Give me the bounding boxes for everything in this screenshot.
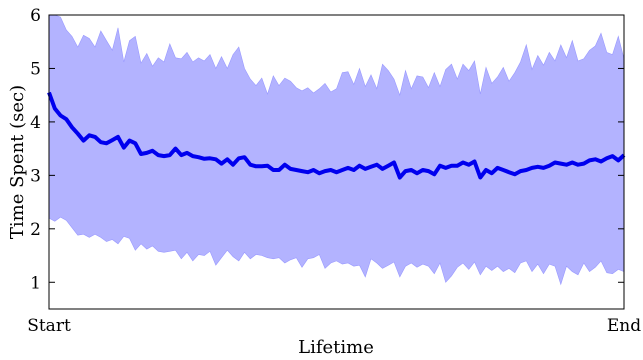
y-tick-label: 5 — [30, 59, 41, 79]
y-tick-labels: 1 2 3 4 5 6 — [30, 6, 41, 293]
mean-line — [47, 91, 626, 180]
y-tick-label: 6 — [30, 6, 41, 26]
x-axis-label: Lifetime — [298, 337, 374, 358]
y-tick-label: 4 — [30, 113, 41, 133]
y-tick-label: 2 — [30, 220, 41, 240]
x-tick-label-start: Start — [27, 316, 71, 336]
plot-frame — [48, 14, 625, 310]
y-tick-label: 3 — [30, 166, 41, 186]
y-axis-label: Time Spent (sec) — [7, 85, 28, 239]
y-tick-label: 1 — [30, 273, 41, 293]
x-tick-label-end: End — [607, 316, 641, 336]
